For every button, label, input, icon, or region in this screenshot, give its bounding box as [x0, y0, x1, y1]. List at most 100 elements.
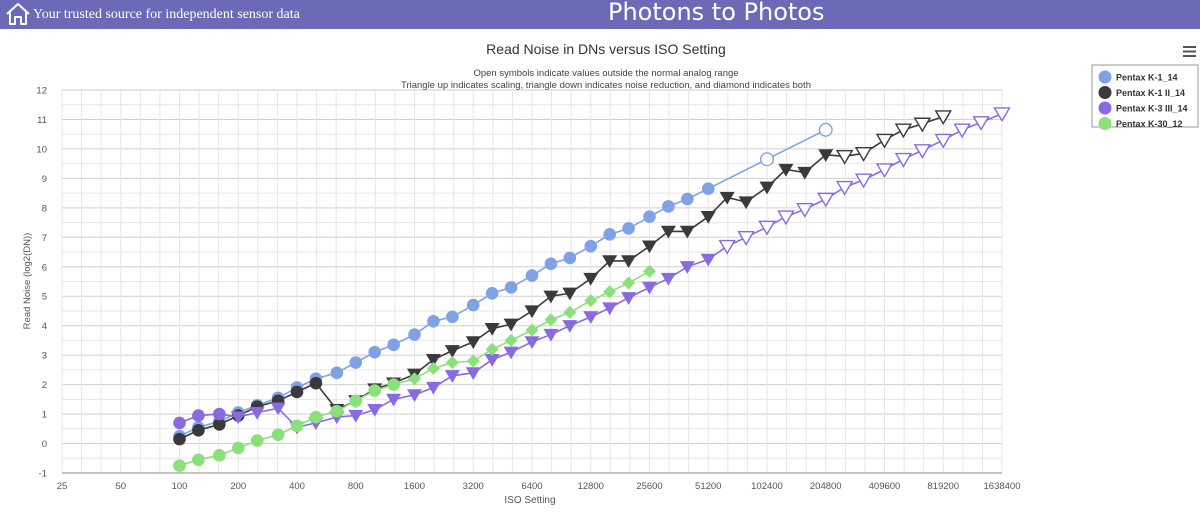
legend-item-label[interactable]: Pentax K-1 II_14 [1116, 88, 1185, 98]
data-point-circle[interactable] [250, 434, 264, 447]
data-point-triangle-down[interactable] [759, 181, 775, 195]
data-point-triangle-down[interactable] [425, 381, 441, 395]
data-point-triangle-down[interactable] [738, 196, 754, 210]
data-point-circle[interactable] [290, 419, 304, 433]
data-point-triangle-down[interactable] [444, 345, 460, 358]
data-point-triangle-down[interactable] [854, 147, 873, 162]
data-point-circle[interactable] [681, 192, 694, 206]
data-point-triangle-down[interactable] [818, 149, 834, 162]
data-point-circle[interactable] [760, 152, 775, 167]
data-point-circle[interactable] [330, 404, 344, 418]
data-point-triangle-down[interactable] [484, 353, 500, 367]
data-point-triangle-down[interactable] [737, 230, 755, 246]
data-point-circle[interactable] [173, 432, 186, 446]
data-point-triangle-down[interactable] [621, 255, 637, 269]
data-point-circle[interactable] [701, 182, 715, 195]
data-point-diamond[interactable] [584, 294, 598, 308]
data-point-circle[interactable] [368, 384, 381, 397]
data-point-circle[interactable] [387, 378, 400, 391]
data-point-triangle-down[interactable] [660, 225, 676, 239]
data-point-triangle-down[interactable] [934, 133, 952, 149]
data-point-triangle-down[interactable] [875, 133, 894, 149]
data-point-triangle-down[interactable] [465, 367, 481, 380]
hamburger-menu-icon[interactable] [1183, 46, 1196, 57]
data-point-triangle-down[interactable] [797, 166, 813, 180]
data-point-triangle-down[interactable] [835, 149, 854, 165]
data-point-triangle-down[interactable] [778, 163, 794, 177]
data-point-triangle-down[interactable] [817, 192, 835, 208]
data-point-circle[interactable] [290, 385, 304, 399]
data-point-circle[interactable] [408, 328, 421, 341]
data-point-triangle-down[interactable] [524, 305, 540, 319]
site-title[interactable]: Photons to Photos [608, 0, 825, 26]
data-point-circle[interactable] [173, 416, 186, 430]
data-point-circle[interactable] [349, 356, 363, 369]
data-point-triangle-down[interactable] [972, 116, 990, 131]
data-point-triangle-down[interactable] [562, 287, 578, 301]
legend-item-label[interactable]: Pentax K-30_12 [1116, 119, 1183, 129]
data-point-circle[interactable] [446, 310, 459, 324]
data-point-diamond[interactable] [504, 333, 518, 347]
data-point-diamond[interactable] [426, 361, 440, 375]
home-icon[interactable] [5, 2, 31, 26]
data-point-diamond[interactable] [485, 342, 499, 356]
data-point-triangle-down[interactable] [718, 239, 736, 255]
data-point-triangle-down[interactable] [543, 328, 559, 342]
data-point-triangle-down[interactable] [602, 255, 618, 269]
data-point-circle[interactable] [192, 423, 205, 437]
data-point-triangle-down[interactable] [642, 240, 657, 254]
data-point-triangle-down[interactable] [758, 220, 776, 236]
series-line[interactable] [179, 129, 827, 437]
data-point-circle[interactable] [525, 269, 539, 282]
data-point-diamond[interactable] [525, 323, 539, 337]
data-point-diamond[interactable] [603, 285, 617, 299]
data-point-circle[interactable] [231, 441, 245, 455]
data-point-triangle-down[interactable] [249, 406, 265, 420]
data-point-triangle-down[interactable] [719, 191, 735, 205]
data-point-triangle-down[interactable] [602, 302, 618, 316]
legend-item-label[interactable]: Pentax K-3 III_14 [1116, 104, 1188, 114]
data-point-circle[interactable] [643, 210, 656, 223]
data-point-triangle-down[interactable] [953, 123, 971, 139]
data-point-triangle-down[interactable] [583, 272, 599, 286]
data-point-triangle-down[interactable] [407, 389, 422, 403]
data-point-triangle-down[interactable] [583, 311, 599, 324]
data-point-triangle-down[interactable] [875, 163, 894, 179]
data-point-triangle-down[interactable] [993, 107, 1011, 123]
series-line[interactable] [179, 115, 944, 440]
data-point-triangle-down[interactable] [642, 281, 657, 295]
data-point-circle[interactable] [584, 239, 598, 253]
data-point-triangle-down[interactable] [934, 110, 952, 126]
data-point-diamond[interactable] [544, 313, 558, 327]
data-point-triangle-down[interactable] [230, 411, 246, 425]
data-point-triangle-down[interactable] [777, 210, 795, 226]
data-point-circle[interactable] [192, 409, 205, 422]
data-point-triangle-down[interactable] [894, 152, 913, 168]
data-point-triangle-down[interactable] [503, 346, 519, 360]
data-point-triangle-down[interactable] [425, 353, 441, 367]
data-point-circle[interactable] [427, 314, 440, 328]
data-point-circle[interactable] [485, 286, 499, 300]
data-point-circle[interactable] [504, 281, 518, 294]
data-point-triangle-down[interactable] [913, 117, 932, 133]
data-point-circle[interactable] [603, 228, 616, 241]
data-point-diamond[interactable] [466, 354, 480, 368]
data-point-circle[interactable] [349, 394, 363, 408]
data-point-triangle-down[interactable] [465, 336, 481, 350]
data-point-triangle-down[interactable] [386, 393, 402, 407]
data-point-circle[interactable] [622, 222, 635, 235]
data-point-circle[interactable] [271, 428, 285, 442]
data-point-triangle-down[interactable] [854, 173, 873, 189]
data-point-circle[interactable] [213, 418, 226, 431]
data-point-triangle-down[interactable] [543, 290, 559, 304]
data-point-diamond[interactable] [643, 264, 656, 278]
data-point-circle[interactable] [563, 251, 577, 265]
data-point-circle[interactable] [662, 200, 675, 213]
data-point-triangle-down[interactable] [270, 402, 286, 416]
data-point-circle[interactable] [213, 407, 226, 421]
data-point-circle[interactable] [330, 366, 344, 380]
data-point-triangle-down[interactable] [679, 225, 695, 239]
data-point-triangle-down[interactable] [348, 409, 364, 423]
data-point-circle[interactable] [466, 298, 480, 312]
data-point-diamond[interactable] [622, 276, 636, 290]
